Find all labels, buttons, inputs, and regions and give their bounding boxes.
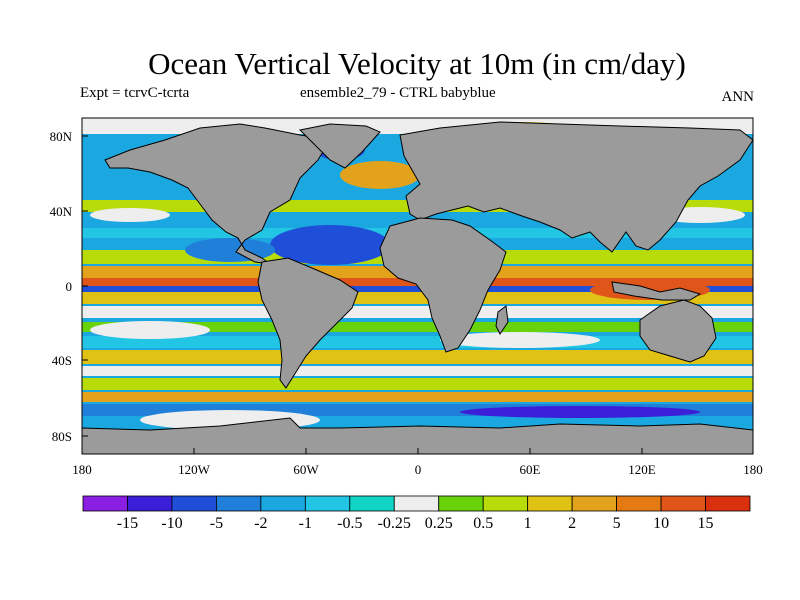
colorbar-swatch [82,495,128,512]
colorbar-swatch [705,495,751,512]
lat-label: 40N [50,204,73,219]
south-america [257,257,359,389]
field-band [82,350,753,364]
indonesia [611,281,702,301]
colorbar-swatch [393,495,440,512]
colorbar-label: 1 [524,515,532,532]
colorbar-label: -15 [117,515,138,532]
antarctica [82,417,753,454]
colorbar-swatch [482,495,529,512]
lon-label: 180 [72,462,92,477]
africa [379,217,507,353]
colorbar-swatch [660,495,706,512]
ensemble-label: ensemble2_79 - CTRL babyblue [300,85,496,101]
colorbar-swatch [438,495,484,512]
madagascar [495,305,509,335]
lon-label: 120W [178,462,211,477]
lon-label: 180 [743,462,763,477]
lat-label: 80S [52,429,72,444]
colorbar-swatch [616,495,662,512]
colorbar-swatch [349,495,395,512]
field-patch [440,332,600,348]
lat-label: 80N [50,129,73,144]
field-band [82,378,753,390]
colorbar-label: 0.5 [473,515,493,532]
north-america [104,123,331,265]
lon-label: 120E [628,462,656,477]
colorbar-label: -0.5 [337,515,362,532]
colorbar-label: -5 [210,515,223,532]
field-band [82,366,753,376]
australia [639,299,717,363]
colorbar-label: 0.25 [425,515,453,532]
land-masses [82,121,753,454]
field-band [82,392,753,402]
field-band [82,292,753,304]
colorbar: -15 -10 -5 -2 -1 -0.5 -0.25 0.25 0.5 1 2 5 10 15 [82,495,751,532]
colorbar-label: -10 [161,515,182,532]
field-band [82,322,753,332]
colorbar-swatch [527,495,573,512]
colorbar-swatch [260,495,306,512]
colorbar-label: 10 [653,515,669,532]
lon-label: 60E [520,462,541,477]
season-label: ANN [721,89,755,105]
colorbar-label: 5 [613,515,621,532]
colorbar-swatch [304,495,351,512]
colorbar-swatch [215,495,262,512]
colorbar-swatch [127,495,173,512]
colorbar-label: 15 [698,515,714,532]
colorbar-label: -1 [299,515,312,532]
lat-axis: 80N 40N 0 40S 80S [50,129,88,444]
lon-axis: 180 120W 60W 0 60E 120E 180 [72,448,763,477]
colorbar-label: 2 [568,515,576,532]
colorbar-swatch [171,495,217,512]
field-patch [90,321,210,339]
field-patch [270,225,390,265]
colorbar-label: -0.25 [378,515,411,532]
lon-label: 60W [293,462,319,477]
colorbar-label: -2 [254,515,267,532]
greenland [298,123,381,169]
field-patch [340,161,420,189]
lat-label: 40S [52,353,72,368]
colorbar-swatch [571,495,618,512]
field-patch [90,208,170,222]
lon-label: 0 [415,462,422,477]
field-patch [460,406,700,418]
field-band [82,306,753,318]
lat-label: 0 [66,279,73,294]
map-title: Ocean Vertical Velocity at 10m (in cm/da… [148,46,686,81]
experiment-label: Expt = tcrvC-tcrta [80,85,190,101]
field-band [82,286,753,292]
